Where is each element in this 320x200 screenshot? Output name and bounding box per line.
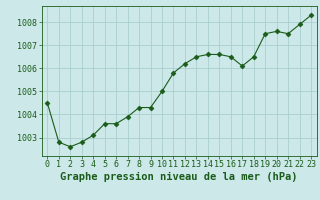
X-axis label: Graphe pression niveau de la mer (hPa): Graphe pression niveau de la mer (hPa) bbox=[60, 172, 298, 182]
